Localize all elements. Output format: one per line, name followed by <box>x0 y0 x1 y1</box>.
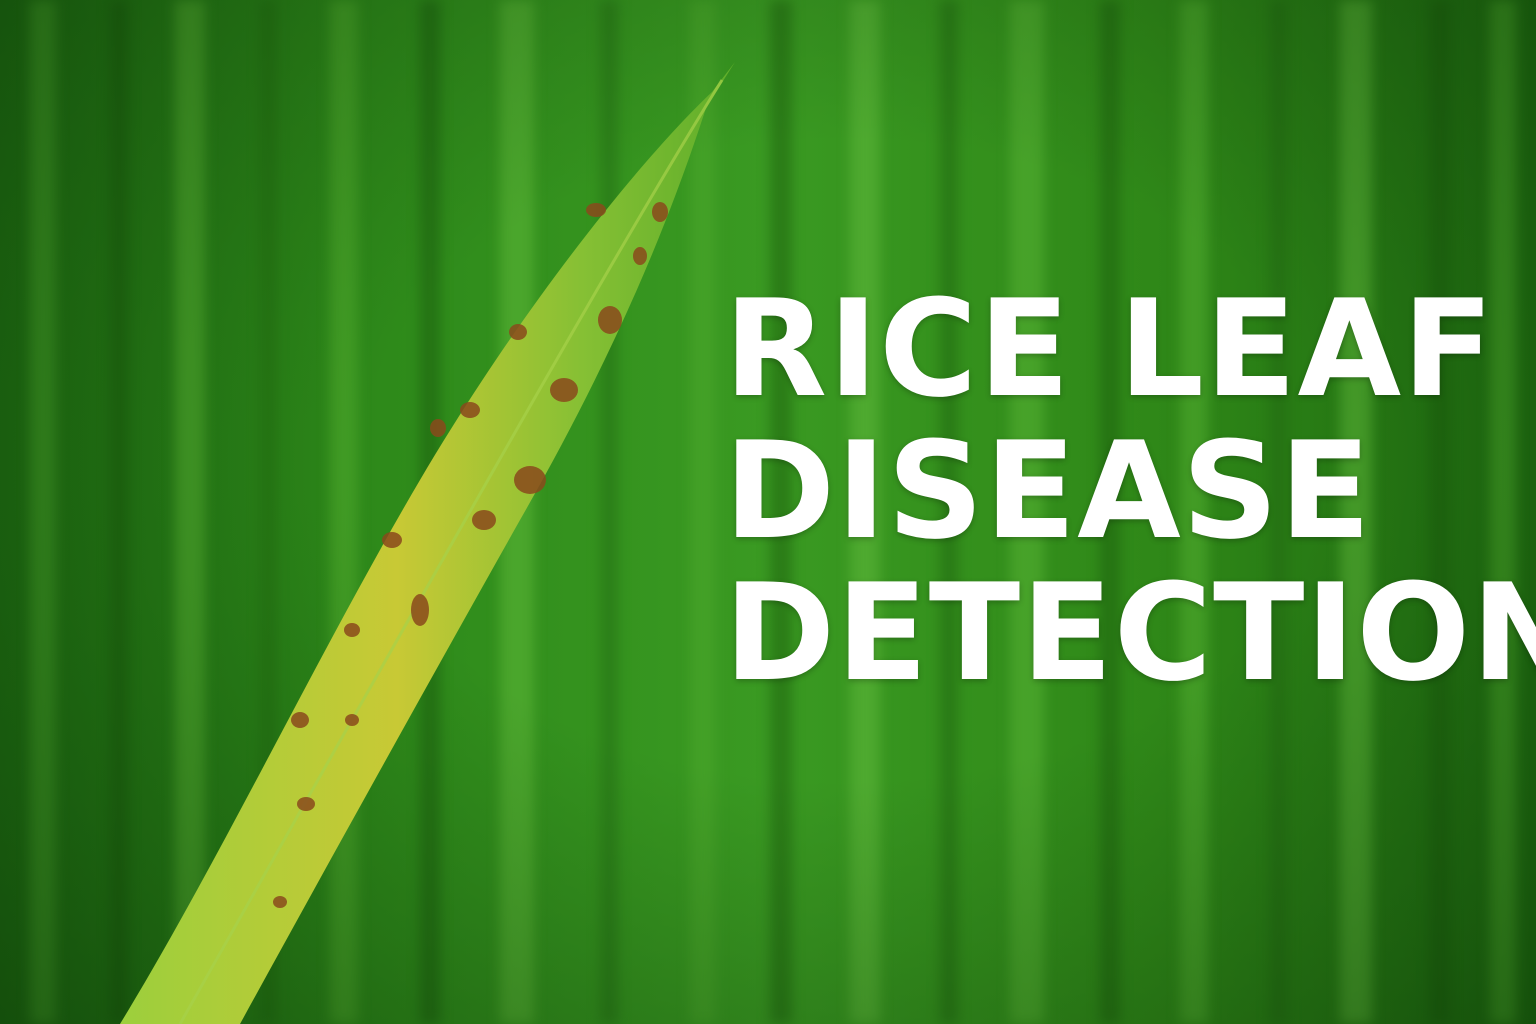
leaf-blade <box>120 62 735 1024</box>
leaf-midrib <box>178 79 724 1024</box>
page-title: RICE LEAF DISEASE DETECTION <box>724 271 1536 711</box>
title-line-2: DISEASE <box>724 413 1372 569</box>
title-line-3: DETECTION <box>724 555 1536 711</box>
title-line-1: RICE LEAF <box>724 271 1495 427</box>
lesion-spots <box>273 202 668 908</box>
